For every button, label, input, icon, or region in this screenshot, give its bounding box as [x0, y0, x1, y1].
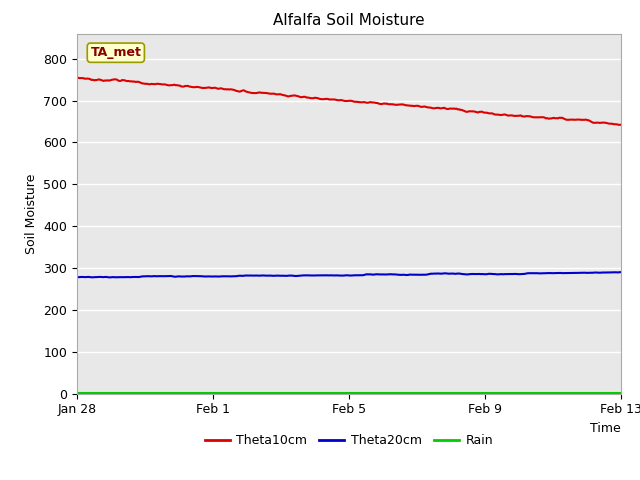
X-axis label: Time: Time: [590, 422, 621, 435]
Legend: Theta10cm, Theta20cm, Rain: Theta10cm, Theta20cm, Rain: [200, 429, 498, 452]
Y-axis label: Soil Moisture: Soil Moisture: [24, 173, 38, 254]
Text: TA_met: TA_met: [90, 46, 141, 59]
Title: Alfalfa Soil Moisture: Alfalfa Soil Moisture: [273, 13, 424, 28]
